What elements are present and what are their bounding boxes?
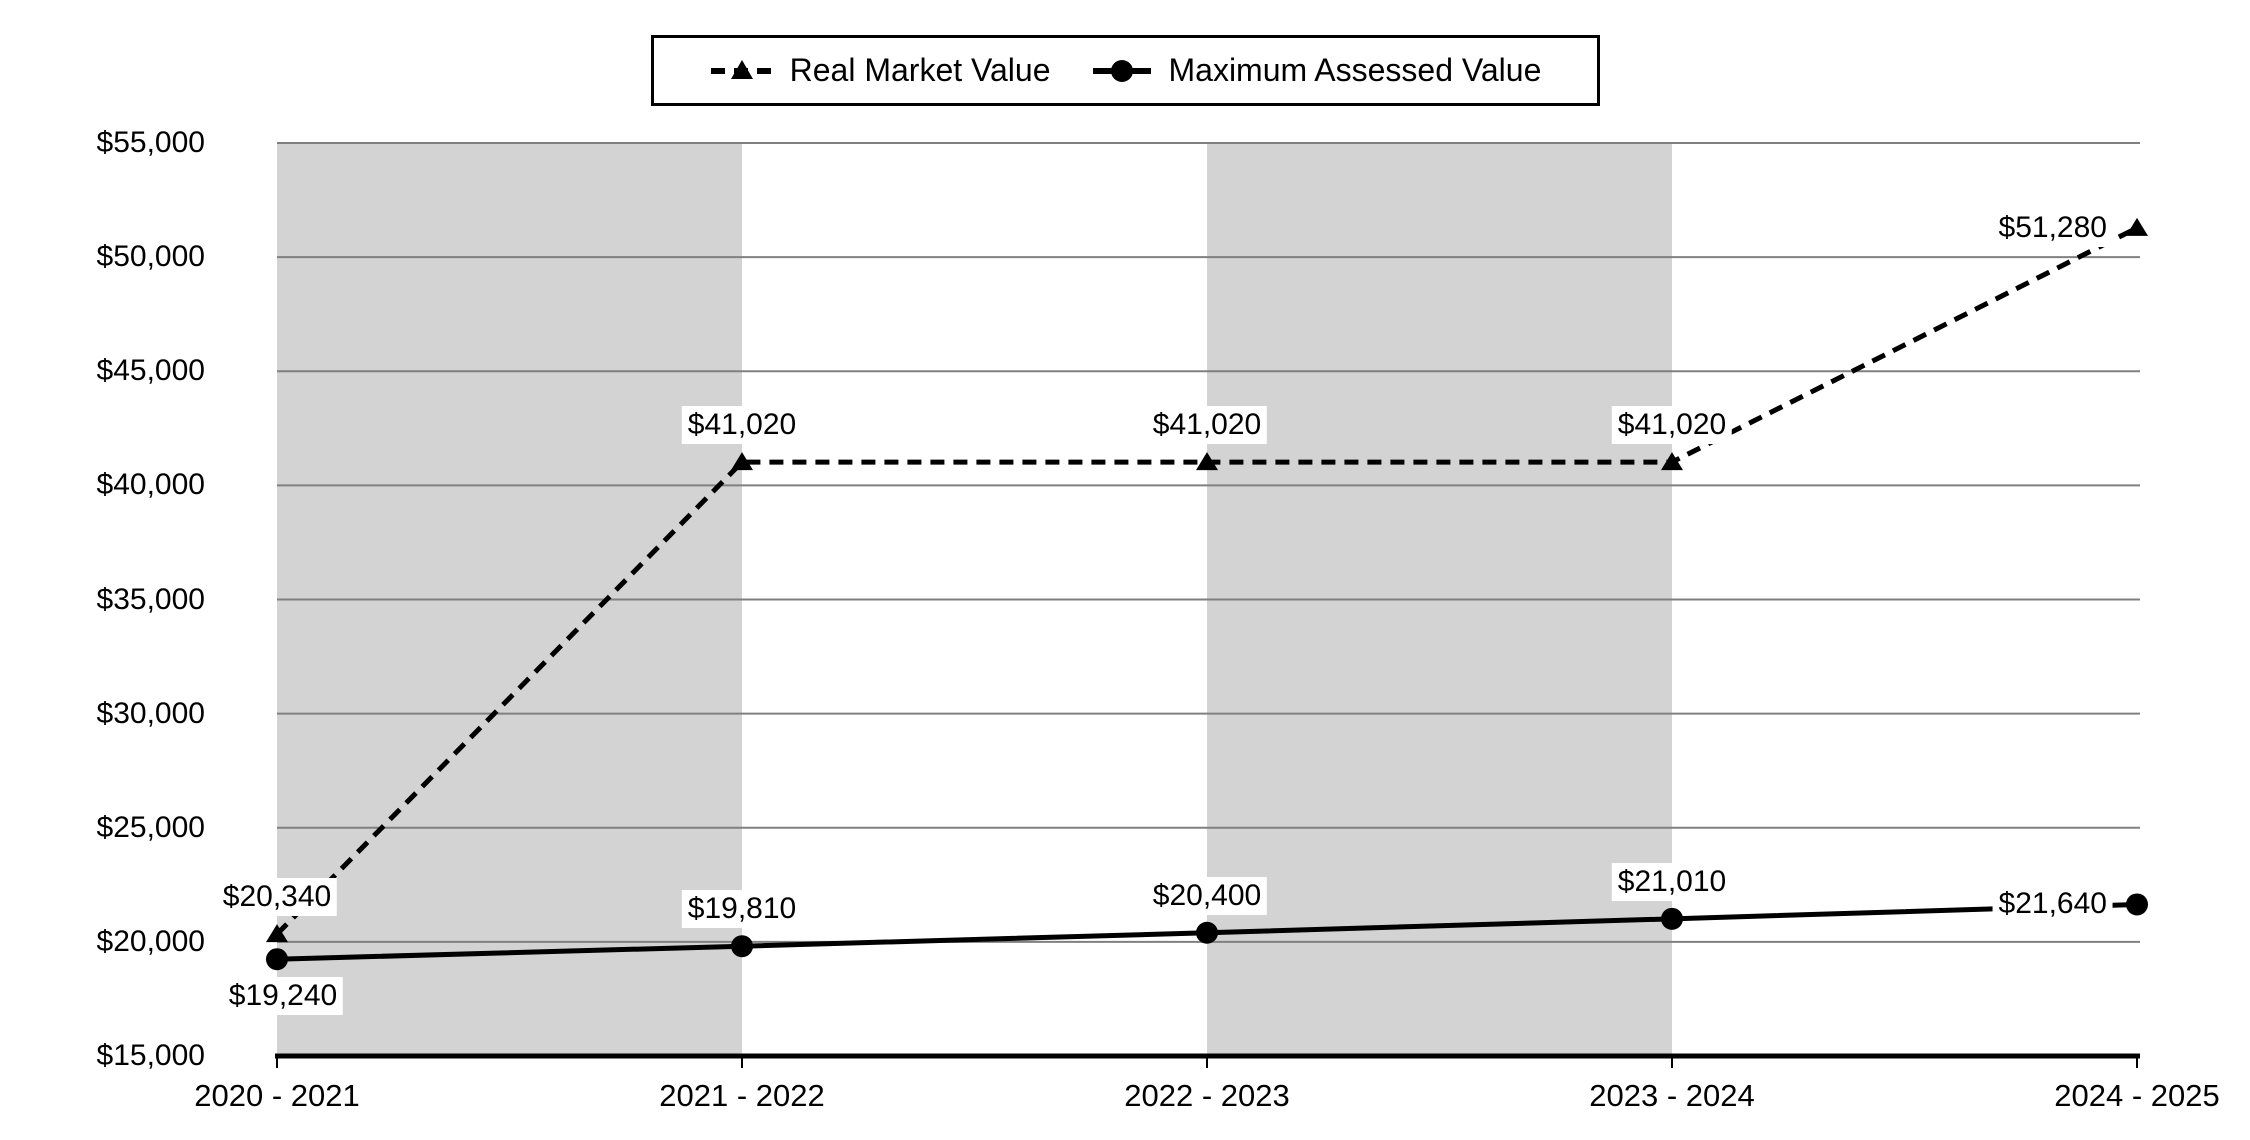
dashed-line-triangle-marker-icon bbox=[710, 59, 773, 79]
legend-item-maximum-assessed-value: Maximum Assessed Value bbox=[1092, 52, 1541, 89]
x-axis-tick-label: 2020 - 2021 bbox=[194, 1078, 360, 1113]
circle-marker bbox=[731, 935, 753, 958]
triangle-marker bbox=[266, 924, 288, 943]
legend-label-maximum-assessed-value: Maximum Assessed Value bbox=[1168, 52, 1542, 88]
y-axis-tick-label: $35,000 bbox=[96, 582, 205, 616]
solid-line-circle-marker-icon bbox=[1093, 59, 1152, 82]
data-label-series-0-point-1: $41,020 bbox=[681, 406, 803, 445]
x-axis-tick-label: 2021 - 2022 bbox=[659, 1078, 825, 1113]
data-label-series-1-point-2: $20,400 bbox=[1146, 876, 1268, 915]
circle-marker bbox=[266, 948, 288, 971]
circle-marker bbox=[1661, 907, 1683, 930]
legend: Real Market Value Maximum Assessed Value bbox=[651, 35, 1600, 106]
y-axis-tick-label: $50,000 bbox=[96, 240, 205, 274]
y-axis-tick-label: $15,000 bbox=[96, 1039, 205, 1072]
triangle-marker bbox=[2126, 217, 2148, 236]
data-label-series-1-point-3: $21,010 bbox=[1611, 862, 1733, 901]
triangle-marker bbox=[1196, 452, 1218, 471]
y-axis-tick-label: $45,000 bbox=[96, 354, 205, 388]
data-label-series-0-point-4: $51,280 bbox=[1992, 208, 2113, 247]
triangle-marker bbox=[731, 452, 753, 471]
data-label-series-0-point-0: $20,340 bbox=[216, 878, 338, 917]
legend-label-real-market-value: Real Market Value bbox=[789, 52, 1051, 88]
circle-marker bbox=[2126, 893, 2148, 916]
y-axis-tick-label: $25,000 bbox=[96, 810, 205, 844]
x-axis-tick-label: 2022 - 2023 bbox=[1124, 1078, 1290, 1113]
circle-marker bbox=[1196, 921, 1218, 944]
data-label-series-1-point-1: $19,810 bbox=[681, 890, 803, 929]
data-label-series-0-point-2: $41,020 bbox=[1146, 406, 1268, 445]
data-label-series-0-point-3: $41,020 bbox=[1611, 406, 1733, 445]
y-axis-tick-label: $55,000 bbox=[96, 126, 205, 159]
x-axis-tick-label: 2024 - 2025 bbox=[2054, 1078, 2220, 1113]
data-label-series-1-point-0: $19,240 bbox=[222, 977, 344, 1016]
data-label-series-1-point-4: $21,640 bbox=[1992, 885, 2113, 924]
legend-item-real-market-value: Real Market Value bbox=[710, 52, 1051, 89]
x-axis-tick-label: 2023 - 2024 bbox=[1589, 1078, 1755, 1113]
triangle-marker bbox=[1661, 452, 1683, 471]
y-axis-tick-label: $30,000 bbox=[96, 696, 205, 730]
y-axis-tick-label: $20,000 bbox=[96, 924, 205, 958]
y-axis-tick-label: $40,000 bbox=[96, 468, 205, 502]
